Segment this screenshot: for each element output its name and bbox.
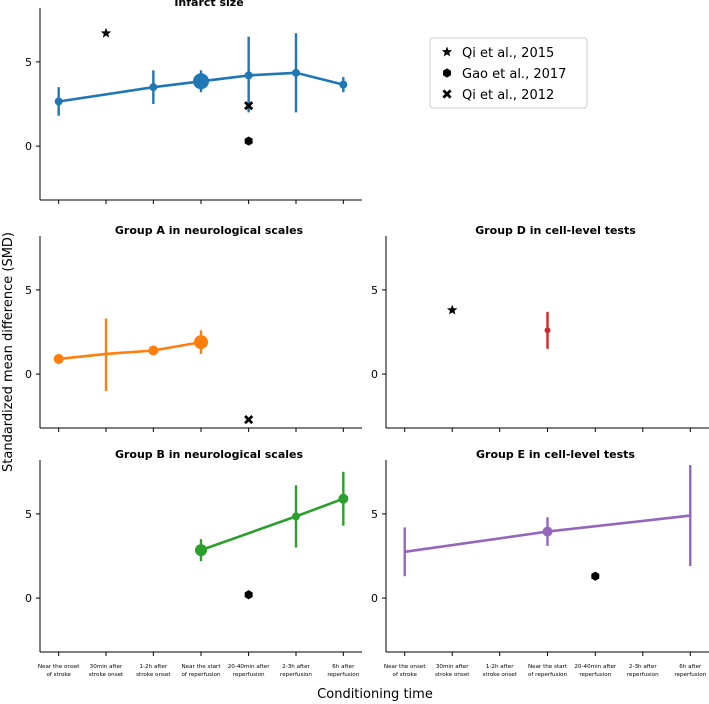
y-tick-label: 0: [25, 140, 32, 153]
x-tick-label: 2-3h after: [629, 664, 657, 670]
panel-group-e: 0 5 Near the onset of stroke 30min after stro…: [371, 448, 709, 678]
x-tick-label: 20-40min after: [228, 664, 271, 670]
series-line: [200, 497, 344, 552]
y-tick-label: 0: [371, 592, 378, 605]
panel-title: Group D in cell-level tests: [475, 224, 636, 237]
x-tick-label: reperfusion: [579, 672, 611, 678]
study-marker-hexagon: [244, 590, 253, 600]
data-point: [544, 327, 551, 334]
y-tick-label: 5: [25, 56, 32, 69]
panel-group-a: 0 5 Group A in neurological scales: [25, 224, 362, 432]
panel-title: Infarct size: [174, 0, 243, 9]
legend: Qi et al., 2015 Gao et al., 2017 Qi et al.…: [429, 37, 588, 109]
x-tick-label: stroke onset: [482, 672, 517, 678]
y-tick-label: 0: [25, 592, 32, 605]
x-tick-label: stroke onset: [136, 672, 171, 678]
legend-marker-star: [441, 46, 453, 57]
data-point: [338, 493, 349, 504]
study-marker-star: [446, 304, 458, 315]
study-marker-hexagon: [244, 136, 253, 146]
x-tick-label: Near the onset: [384, 664, 426, 670]
data-point: [195, 544, 207, 557]
x-tick-label: reperfusion: [627, 672, 659, 678]
legend-label: Qi et al., 2015: [462, 46, 554, 61]
legend-marker-x: [442, 89, 452, 99]
x-tick-label: reperfusion: [233, 672, 265, 678]
x-tick-label: of stroke: [46, 672, 71, 678]
x-tick-label: of reperfusion: [181, 672, 220, 678]
x-tick-label: reperfusion: [327, 672, 359, 678]
panel-title: Group B in neurological scales: [115, 448, 304, 461]
series-line: [58, 71, 344, 103]
data-point: [149, 83, 158, 92]
data-point: [244, 71, 253, 80]
x-tick-label: Near the start: [181, 664, 221, 670]
x-tick-label: 30min after: [436, 664, 469, 670]
x-tick-label: stroke onset: [89, 672, 124, 678]
data-point: [53, 353, 64, 364]
study-marker-x: [244, 101, 254, 111]
x-tick-label: Near the onset: [38, 664, 80, 670]
series-line: [58, 340, 202, 361]
panel-infarct-size: 0 5 Infarct size: [25, 0, 362, 204]
legend-label: Qi et al., 2012: [462, 88, 554, 103]
x-tick-label: 1-2h after: [139, 664, 167, 670]
data-point: [291, 512, 300, 521]
y-tick-label: 0: [25, 368, 32, 381]
panel-group-d: 0 5 Group D in cell-level tests: [371, 224, 709, 432]
x-axis-label: Conditioning time: [317, 687, 433, 702]
x-tick-label: 30min after: [90, 664, 123, 670]
x-tick-label: reperfusion: [674, 672, 706, 678]
y-tick-label: 5: [25, 284, 32, 297]
y-axis-label: Standardized mean difference (SMD): [1, 232, 16, 472]
x-tick-label: reperfusion: [280, 672, 312, 678]
data-point: [193, 73, 209, 90]
x-tick-label: of reperfusion: [528, 672, 567, 678]
data-point: [339, 80, 348, 89]
data-point: [54, 97, 63, 106]
panel-title: Group A in neurological scales: [115, 224, 304, 237]
y-tick-label: 5: [25, 508, 32, 521]
x-tick-label: stroke onset: [435, 672, 470, 678]
study-marker-star: [100, 27, 112, 38]
study-marker-hexagon: [591, 571, 600, 581]
panel-group-b: 0 5 Near the onset of stroke 30min after stro…: [25, 448, 362, 678]
study-marker-x: [244, 414, 254, 425]
data-point: [148, 345, 159, 356]
legend-marker-hexagon: [443, 68, 451, 78]
data-point: [291, 68, 300, 77]
x-tick-label: of stroke: [393, 672, 418, 678]
y-tick-label: 5: [371, 508, 378, 521]
data-point: [542, 526, 553, 537]
x-tick-label: 1-2h after: [486, 664, 514, 670]
x-tick-label: Near the start: [528, 664, 568, 670]
x-tick-label: 6h after: [679, 664, 702, 670]
data-point: [194, 335, 208, 350]
y-tick-label: 5: [371, 284, 378, 297]
legend-label: Gao et al., 2017: [462, 67, 566, 82]
x-tick-label: 20-40min after: [574, 664, 617, 670]
legend-frame: [429, 37, 588, 109]
y-tick-label: 0: [371, 368, 378, 381]
x-tick-label: 6h after: [332, 664, 355, 670]
x-tick-label: 2-3h after: [282, 664, 310, 670]
panel-title: Group E in cell-level tests: [476, 448, 635, 461]
